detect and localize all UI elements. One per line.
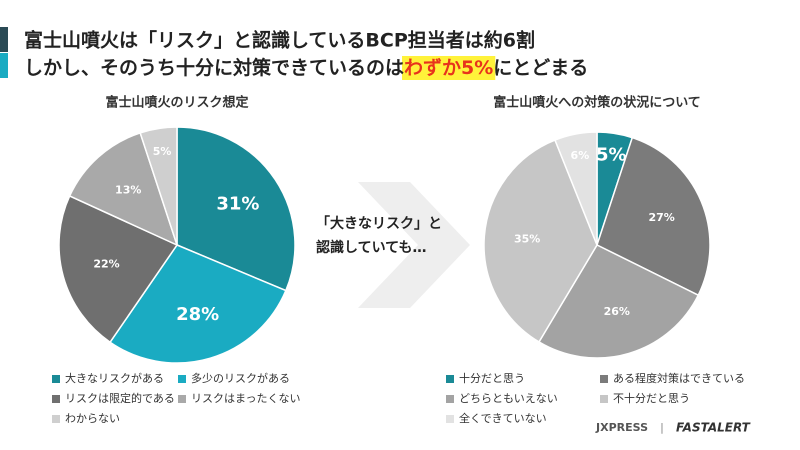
logo: JXPRESS	[595, 421, 648, 434]
arrow-text: 「大きなリスク」と	[316, 215, 442, 232]
value-label: 22%	[93, 257, 119, 270]
legend-label: わからない	[65, 412, 120, 425]
legend-label: リスクはまったくない	[191, 392, 301, 405]
legend-label: リスクは限定的である	[65, 391, 175, 405]
value-label: 31%	[216, 193, 259, 214]
legend-swatch	[178, 375, 186, 383]
pie-slice	[176, 126, 296, 292]
pie-slice	[58, 194, 179, 344]
accent-bar	[0, 27, 8, 52]
accent-bar	[0, 53, 8, 78]
value-label: 5%	[153, 145, 172, 158]
logo-separator: |	[660, 421, 664, 434]
headline: しかし、そのうち十分に対策できているのはわずか5%にとどまる	[24, 56, 588, 79]
arrow	[358, 182, 470, 308]
value-label: 35%	[514, 232, 540, 245]
chart-title: 富士山噴火への対策の状況について	[493, 95, 701, 111]
legend-swatch	[446, 395, 454, 403]
logo: FASTALERT	[676, 421, 751, 435]
pie-slice	[483, 139, 598, 343]
headline-highlight: わずか5%	[404, 57, 493, 79]
legend-swatch	[446, 375, 454, 383]
value-label: 6%	[571, 149, 590, 162]
legend-label: ある程度対策はできている	[613, 371, 745, 385]
legend-label: どちらともいえない	[459, 392, 558, 405]
legend-label: 不十分だと思う	[613, 391, 690, 405]
pie-slice	[554, 131, 598, 246]
legend-label: 多少のリスクがある	[191, 371, 290, 385]
legend-swatch	[52, 375, 60, 383]
legend-swatch	[600, 375, 608, 383]
pie-slice	[68, 131, 179, 247]
pie-slice	[596, 136, 711, 297]
value-label: 28%	[176, 304, 219, 325]
legend-swatch	[52, 415, 60, 423]
legend-label: 全くできていない	[459, 411, 547, 425]
legend-swatch	[446, 415, 454, 423]
headline-part: しかし、そのうち十分に対策できているのは	[24, 56, 404, 79]
headline: 富士山噴火は「リスク」と認識しているBCP担当者は約6割	[24, 29, 535, 52]
value-label: 5%	[596, 145, 627, 166]
headline-part: にとどまる	[493, 57, 588, 79]
chart-title: 富士山噴火のリスク想定	[105, 95, 248, 111]
arrow-text: 認識していても…	[316, 239, 426, 256]
pie-slice	[139, 126, 178, 246]
legend-label: 大きなリスクがある	[65, 371, 164, 385]
legend-label: 十分だと思う	[459, 371, 525, 385]
legend-swatch	[600, 395, 608, 403]
highlight-box	[402, 56, 496, 80]
pie-slice	[109, 244, 287, 364]
pie-slice	[537, 244, 700, 359]
value-label: 13%	[115, 183, 141, 196]
legend-swatch	[52, 395, 60, 403]
value-label: 27%	[648, 211, 674, 224]
legend-swatch	[178, 395, 186, 403]
value-label: 26%	[604, 305, 630, 318]
